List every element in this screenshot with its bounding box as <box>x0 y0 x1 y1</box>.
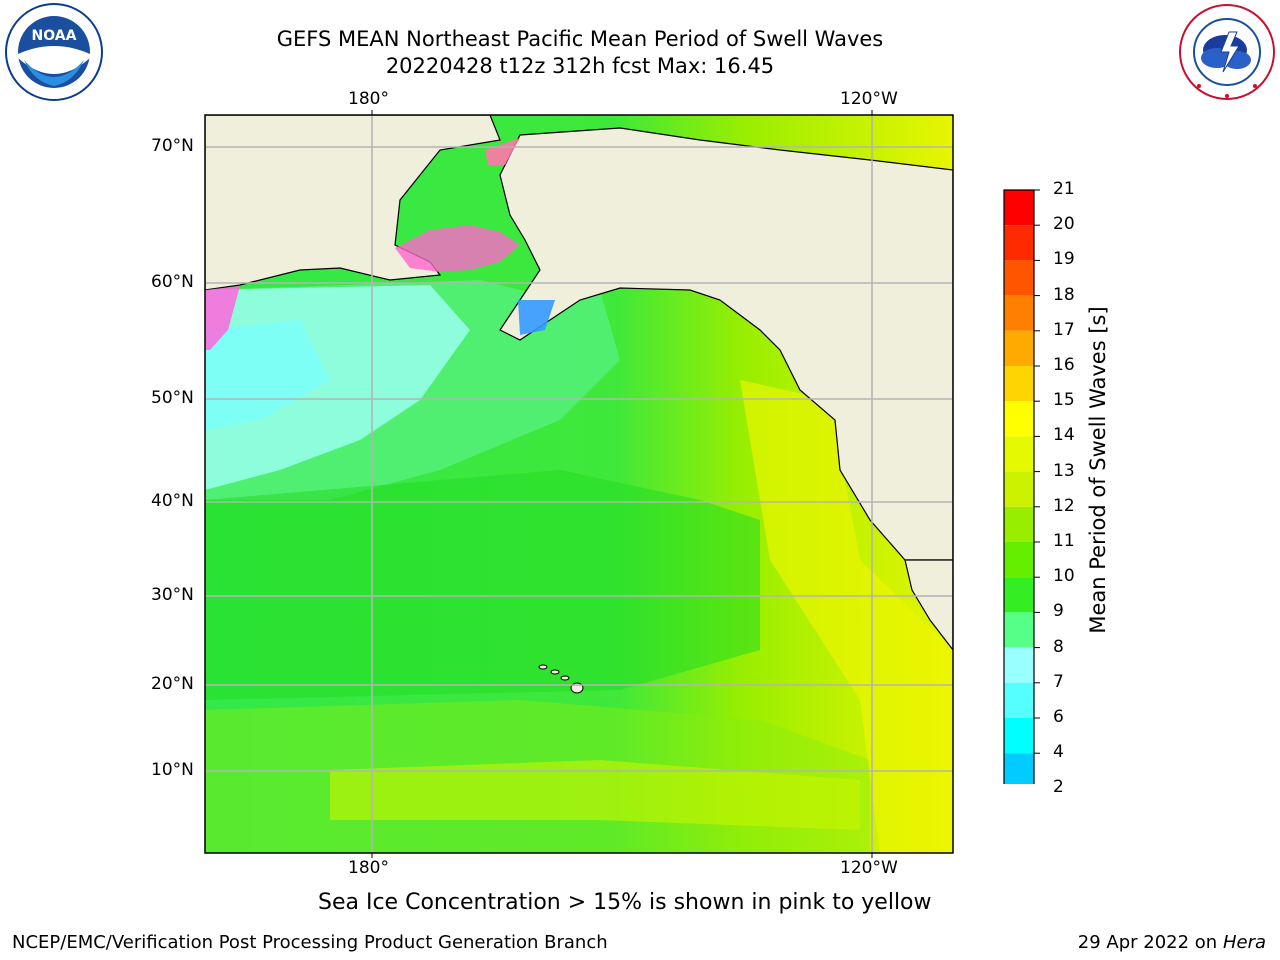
colorbar-tick-label: 21 <box>1053 179 1075 199</box>
colorbar-segment <box>1004 436 1034 472</box>
colorbar-segment <box>1004 682 1034 718</box>
lat-label-70n: 70°N <box>151 136 194 156</box>
colorbar-tick-label: 15 <box>1053 390 1075 411</box>
machine-name: Hera <box>1222 932 1266 953</box>
colorbar-tick-label: 20 <box>1053 214 1075 235</box>
swell-zone-7s <box>205 320 330 430</box>
land-baja <box>904 559 953 651</box>
colorbar-label: Mean Period of Swell Waves [s] <box>1086 306 1110 634</box>
colorbar-tick-label: 18 <box>1053 284 1075 305</box>
colorbar-segment <box>1004 366 1034 402</box>
lat-label-50n: 50°N <box>151 388 194 408</box>
colorbar-segment <box>1004 330 1034 366</box>
colorbar-tick-label: 11 <box>1053 531 1075 551</box>
swell-zone-11s <box>205 470 760 700</box>
colorbar-tick-label: 4 <box>1053 742 1064 763</box>
lon-label-top-120w: 120°W <box>840 89 898 109</box>
sea-ice-chukchi <box>485 138 520 165</box>
colorbar-tick-label: 10 <box>1053 566 1075 587</box>
lat-label-30n: 30°N <box>151 585 194 605</box>
colorbar-segment <box>1004 577 1034 613</box>
swell-zone-14s <box>740 380 953 853</box>
colorbar-tick-label: 13 <box>1053 460 1075 481</box>
colorbar-tick-label: 8 <box>1053 636 1064 657</box>
colorbar-tick-label: 19 <box>1053 249 1075 270</box>
colorbar-segment <box>1004 401 1034 437</box>
date-stamp: 29 Apr 2022 on Hera <box>1077 932 1266 953</box>
colorbar-segment <box>1004 295 1034 331</box>
colorbar-outline <box>1003 189 1035 784</box>
swell-zone-13s <box>330 760 860 830</box>
lat-label-20n: 20°N <box>151 674 194 694</box>
noaa-logo-text: NOAA <box>32 28 77 44</box>
lat-label-10n: 10°N <box>151 760 194 780</box>
lon-label-bottom-180: 180° <box>348 858 389 878</box>
sea-ice-bering <box>395 225 520 272</box>
colorbar-tick-label: 16 <box>1053 355 1075 375</box>
colorbar-segment <box>1004 471 1034 507</box>
colorbar-segment <box>1004 190 1034 226</box>
map-area <box>205 115 953 853</box>
colorbar-tick-label: 17 <box>1053 319 1075 340</box>
sea-ice-note: Sea Ice Concentration > 15% is shown in … <box>318 890 932 915</box>
colorbar-tick-label: 2 <box>1053 777 1064 798</box>
colorbar-tick-label: 7 <box>1053 671 1064 692</box>
sea-ice-kamchatka <box>205 286 240 350</box>
noaa-logo-icon: NOAA <box>5 3 103 101</box>
colorbar <box>1003 189 1040 784</box>
hawaii-islands <box>538 664 584 694</box>
colorbar-tick-label: 6 <box>1053 707 1064 727</box>
lon-label-top-180: 180° <box>348 89 389 109</box>
lon-label-bottom-120w: 120°W <box>840 858 898 878</box>
colorbar-segment <box>1004 612 1034 648</box>
nws-logo-icon <box>1179 4 1275 100</box>
colorbar-segment <box>1004 647 1034 683</box>
colorbar-segment <box>1004 260 1034 296</box>
chart-subtitle: 20220428 t12z 312h fcst Max: 16.45 <box>385 54 775 78</box>
lat-label-40n: 40°N <box>151 491 194 511</box>
colorbar-tick-label: 9 <box>1053 601 1064 622</box>
graticule <box>205 115 953 853</box>
lon-ticks <box>371 110 873 858</box>
colorbar-segment <box>1004 506 1034 542</box>
swell-zone-cook-inlet <box>518 300 555 335</box>
colorbar-segment <box>1004 718 1034 754</box>
lat-label-60n: 60°N <box>151 272 194 292</box>
colorbar-tick-label: 12 <box>1053 495 1075 516</box>
colorbar-segment <box>1004 542 1034 578</box>
colorbar-segment <box>1004 225 1034 261</box>
colorbar-tick-label: 14 <box>1053 425 1075 446</box>
chart-title: GEFS MEAN Northeast Pacific Mean Period … <box>276 27 884 51</box>
colorbar-segment <box>1004 753 1034 784</box>
map-frame <box>204 114 954 854</box>
credit-text: NCEP/EMC/Verification Post Processing Pr… <box>12 932 608 953</box>
land-north-america <box>499 127 953 561</box>
